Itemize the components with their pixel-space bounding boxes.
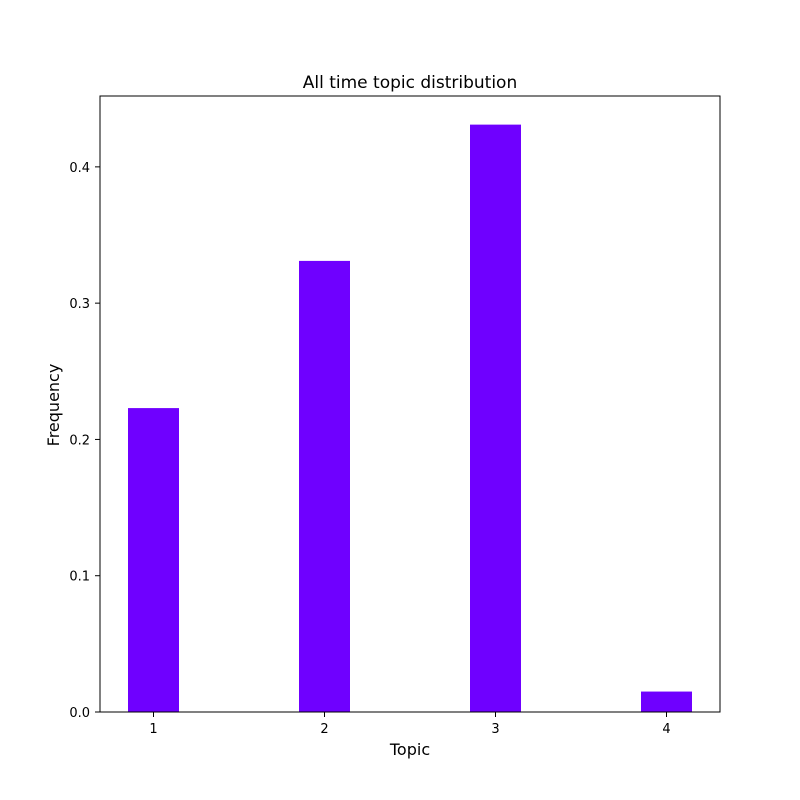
y-tick-label: 0.1 xyxy=(69,570,90,585)
x-tick-label: 1 xyxy=(149,722,157,737)
bar-topic-4 xyxy=(641,691,692,712)
y-tick-label: 0.0 xyxy=(69,706,90,721)
x-axis-title: Topic xyxy=(389,740,430,759)
y-axis-title: Frequency xyxy=(44,364,63,447)
y-tick-label: 0.3 xyxy=(69,297,90,312)
y-axis-ticks: 0.0 0.1 0.2 0.3 0.4 xyxy=(69,161,100,721)
plot-frame xyxy=(99,95,721,713)
bar-topic-3 xyxy=(470,124,521,713)
bars-group xyxy=(128,124,692,713)
bar-topic-2 xyxy=(299,260,350,712)
chart-title: All time topic distribution xyxy=(303,73,518,93)
x-axis-ticks: 1 2 3 4 xyxy=(149,712,671,737)
x-tick-label: 3 xyxy=(491,722,499,737)
y-tick-label: 0.4 xyxy=(69,161,90,176)
x-tick-label: 2 xyxy=(320,722,328,737)
x-tick-label: 4 xyxy=(662,722,670,737)
y-tick-label: 0.2 xyxy=(69,433,90,448)
bar-topic-1 xyxy=(128,408,179,712)
